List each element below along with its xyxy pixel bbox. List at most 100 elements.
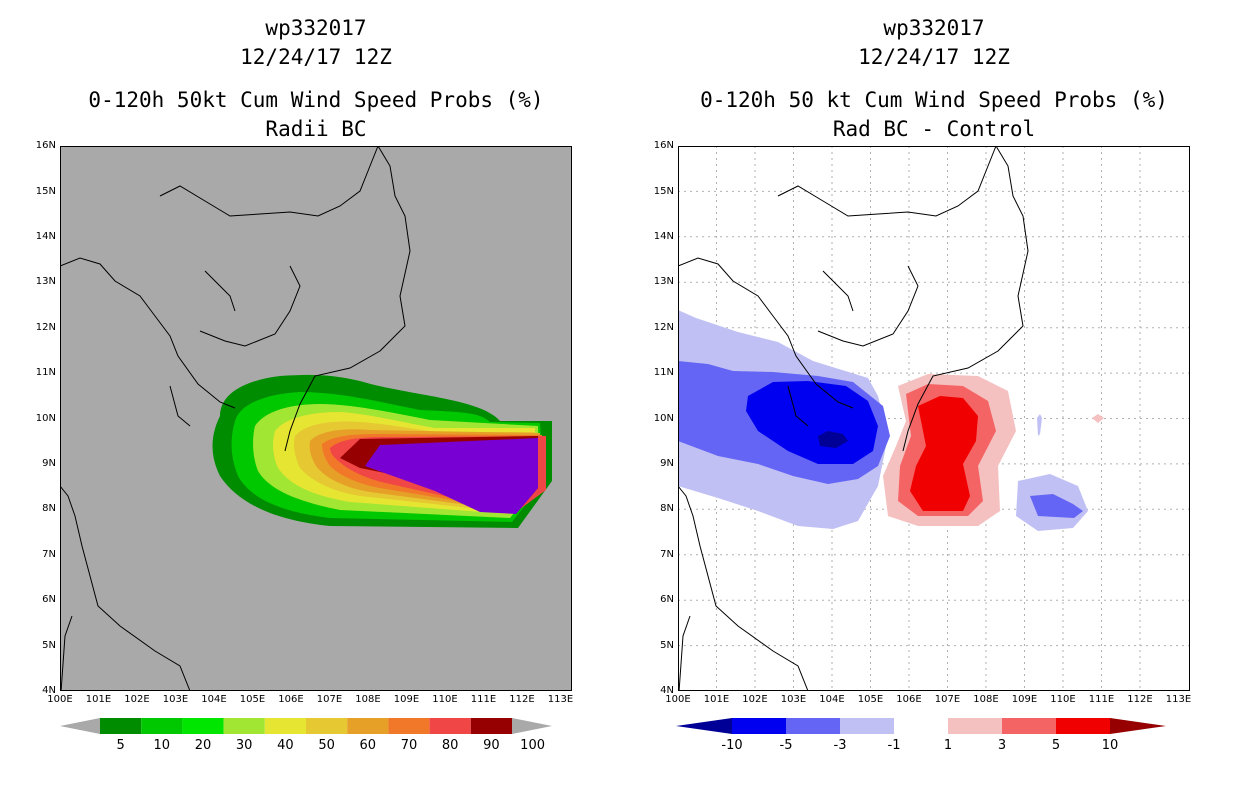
colorbar-segment: [1056, 718, 1110, 734]
right-product: 0-120h 50 kt Cum Wind Speed Probs (%): [700, 88, 1168, 112]
lon-label: 101E: [703, 694, 730, 705]
colorbar-segment: [840, 718, 894, 734]
lon-label: 110E: [1050, 694, 1076, 705]
colorbar-label: 3: [997, 738, 1007, 753]
colorbar-segment: [306, 718, 348, 734]
colorbar-label: 10: [153, 738, 171, 753]
lon-label: 108E: [973, 694, 999, 705]
lon-label: 108E: [355, 694, 381, 705]
left-storm-id: wp332017: [265, 16, 367, 40]
left-datetime: 12/24/17 12Z: [240, 45, 392, 69]
left-subtitle: Radii BC: [265, 117, 367, 141]
lon-label: 111E: [470, 694, 497, 705]
lon-label: 102E: [742, 694, 768, 705]
colorbar-right-arrow: [1110, 718, 1166, 734]
lon-label: 113E: [547, 694, 574, 705]
lat-label: 12N: [653, 321, 674, 333]
lat-label: 6N: [42, 594, 56, 606]
colorbar-label: 40: [277, 738, 294, 753]
lat-label: 9N: [42, 458, 56, 469]
lat-label: 16N: [35, 140, 56, 152]
contour-minus-1-small: [1037, 414, 1042, 436]
lat-label: 10N: [653, 412, 674, 424]
colorbar-label: 100: [520, 738, 545, 753]
lon-label: 101E: [85, 694, 112, 705]
left-colorbar: [60, 718, 552, 734]
colorbar-label: 20: [194, 738, 212, 753]
colorbar-segment: [786, 718, 840, 734]
lat-label: 14N: [35, 231, 56, 242]
lat-label: 6N: [660, 594, 674, 606]
colorbar-left-arrow: [676, 718, 732, 734]
lat-label: 7N: [42, 548, 56, 560]
colorbar-segment: [894, 718, 948, 734]
lat-label: 15N: [653, 185, 674, 197]
colorbar-label: 30: [235, 738, 253, 753]
contour-minus-5: [746, 381, 878, 464]
colorbar-segment: [141, 718, 183, 734]
lon-label: 107E: [934, 694, 961, 705]
colorbar-label: 80: [441, 738, 459, 753]
lon-label: 106E: [278, 694, 304, 705]
lat-label: 4N: [42, 685, 56, 696]
contour-minus-5-south: [1030, 494, 1083, 518]
coastlines: [60, 146, 411, 691]
lon-label: 105E: [239, 694, 266, 705]
right-colorbar: [676, 718, 1166, 734]
colorbar-segment: [732, 718, 786, 734]
lon-label: 112E: [509, 694, 535, 705]
lat-label: 8N: [42, 503, 56, 515]
colorbar-label: 10: [1101, 738, 1119, 753]
lon-label: 100E: [665, 694, 691, 705]
lon-label: 103E: [780, 694, 807, 705]
lon-label: 104E: [819, 694, 845, 705]
right-title-block: wp332017 12/24/17 12Z 0-120h 50 kt Cum W…: [678, 14, 1190, 144]
lon-label: 103E: [162, 694, 189, 705]
colorbar-segment: [1002, 718, 1056, 734]
lat-label: 11N: [653, 367, 674, 379]
lon-label: 109E: [393, 694, 420, 705]
lon-label: 106E: [896, 694, 922, 705]
colorbar-segment: [100, 718, 142, 734]
lat-label: 13N: [35, 276, 56, 288]
colorbar-label: -5: [779, 738, 793, 753]
colorbar-label: -3: [833, 738, 847, 753]
lon-label: 112E: [1127, 694, 1153, 705]
lat-label: 8N: [660, 503, 674, 515]
colorbar-left-arrow: [60, 718, 100, 734]
lon-label: 105E: [857, 694, 884, 705]
right-difference-map: [678, 146, 1190, 691]
colorbar-segment: [429, 718, 471, 734]
lat-label: 12N: [35, 321, 56, 333]
lat-label: 5N: [42, 639, 56, 651]
colorbar-segment: [223, 718, 265, 734]
lat-label: 9N: [660, 458, 674, 469]
lon-label: 104E: [201, 694, 227, 705]
contour-90: [365, 438, 538, 514]
colorbar-label: 1: [943, 738, 953, 753]
lat-label: 11N: [35, 367, 56, 379]
colorbar-segment: [470, 718, 512, 734]
colorbar-label: 70: [400, 738, 418, 753]
colorbar-segment: [182, 718, 224, 734]
left-probability-map: [60, 146, 572, 691]
right-subtitle: Rad BC - Control: [832, 117, 1036, 141]
colorbar-label: -10: [721, 738, 743, 753]
contour-minus-10: [818, 431, 848, 448]
lat-label: 16N: [653, 140, 674, 152]
lon-label: 109E: [1011, 694, 1038, 705]
lat-label: 15N: [35, 185, 56, 197]
lon-label: 107E: [316, 694, 343, 705]
lon-label: 113E: [1165, 694, 1192, 705]
right-storm-id: wp332017: [883, 16, 985, 40]
contour-plus-1-small: [1092, 414, 1104, 423]
lat-label: 13N: [653, 276, 674, 288]
left-product: 0-120h 50kt Cum Wind Speed Probs (%): [88, 88, 544, 112]
left-title-block: wp332017 12/24/17 12Z 0-120h 50kt Cum Wi…: [60, 14, 572, 144]
lat-label: 10N: [35, 412, 56, 424]
colorbar-label: 5: [116, 738, 125, 753]
lat-label: 7N: [660, 548, 674, 560]
colorbar-segment: [948, 718, 1002, 734]
colorbar-label: 90: [483, 738, 500, 753]
right-datetime: 12/24/17 12Z: [858, 45, 1010, 69]
